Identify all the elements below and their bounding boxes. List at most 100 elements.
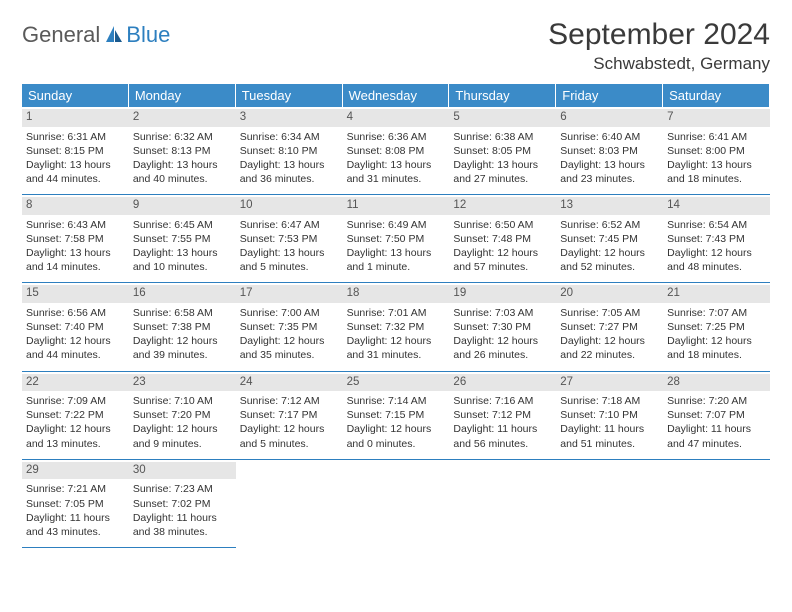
day-cell: 16Sunrise: 6:58 AMSunset: 7:38 PMDayligh… [129,283,236,371]
day-daylight2: and 0 minutes. [347,437,446,451]
day-sunrise: Sunrise: 6:38 AM [453,130,552,144]
day-number: 16 [129,285,236,303]
day-header: Wednesday [343,84,450,107]
day-cell: 6Sunrise: 6:40 AMSunset: 8:03 PMDaylight… [556,107,663,195]
day-sunset: Sunset: 7:20 PM [133,408,232,422]
day-sunrise: Sunrise: 7:18 AM [560,394,659,408]
day-daylight2: and 48 minutes. [667,260,766,274]
day-daylight1: Daylight: 13 hours [560,158,659,172]
day-cell: 1Sunrise: 6:31 AMSunset: 8:15 PMDaylight… [22,107,129,195]
day-daylight2: and 56 minutes. [453,437,552,451]
day-daylight1: Daylight: 11 hours [667,422,766,436]
day-number: 17 [236,285,343,303]
day-sunset: Sunset: 8:03 PM [560,144,659,158]
logo-sail-icon [104,24,124,44]
day-daylight1: Daylight: 12 hours [26,422,125,436]
day-cell: 14Sunrise: 6:54 AMSunset: 7:43 PMDayligh… [663,195,770,283]
day-cell: 19Sunrise: 7:03 AMSunset: 7:30 PMDayligh… [449,283,556,371]
day-number: 24 [236,374,343,392]
day-daylight1: Daylight: 13 hours [453,158,552,172]
day-sunrise: Sunrise: 7:09 AM [26,394,125,408]
day-daylight1: Daylight: 13 hours [133,158,232,172]
day-sunset: Sunset: 7:35 PM [240,320,339,334]
day-number: 15 [22,285,129,303]
day-number: 26 [449,374,556,392]
day-sunset: Sunset: 7:15 PM [347,408,446,422]
empty-cell [343,460,450,548]
day-number: 10 [236,197,343,215]
day-cell: 27Sunrise: 7:18 AMSunset: 7:10 PMDayligh… [556,372,663,460]
day-number: 11 [343,197,450,215]
day-sunrise: Sunrise: 7:14 AM [347,394,446,408]
day-sunrise: Sunrise: 6:41 AM [667,130,766,144]
day-sunrise: Sunrise: 6:36 AM [347,130,446,144]
day-sunrise: Sunrise: 6:54 AM [667,218,766,232]
day-number: 8 [22,197,129,215]
day-daylight1: Daylight: 13 hours [667,158,766,172]
day-daylight1: Daylight: 13 hours [347,246,446,260]
day-cell: 21Sunrise: 7:07 AMSunset: 7:25 PMDayligh… [663,283,770,371]
day-sunset: Sunset: 7:17 PM [240,408,339,422]
day-number: 12 [449,197,556,215]
day-sunset: Sunset: 7:55 PM [133,232,232,246]
day-daylight2: and 43 minutes. [26,525,125,539]
day-sunset: Sunset: 7:12 PM [453,408,552,422]
day-header: Friday [556,84,663,107]
day-cell: 10Sunrise: 6:47 AMSunset: 7:53 PMDayligh… [236,195,343,283]
day-daylight2: and 35 minutes. [240,348,339,362]
empty-cell [556,460,663,548]
day-sunset: Sunset: 8:08 PM [347,144,446,158]
logo: General Blue [22,22,170,48]
day-sunset: Sunset: 7:22 PM [26,408,125,422]
day-sunrise: Sunrise: 7:07 AM [667,306,766,320]
day-daylight1: Daylight: 12 hours [453,246,552,260]
day-daylight1: Daylight: 13 hours [240,246,339,260]
month-title: September 2024 [548,18,770,52]
day-header: Tuesday [236,84,343,107]
day-cell: 2Sunrise: 6:32 AMSunset: 8:13 PMDaylight… [129,107,236,195]
day-sunset: Sunset: 7:58 PM [26,232,125,246]
day-number: 13 [556,197,663,215]
day-daylight1: Daylight: 11 hours [453,422,552,436]
empty-cell [236,460,343,548]
day-daylight2: and 9 minutes. [133,437,232,451]
day-daylight2: and 52 minutes. [560,260,659,274]
day-number: 2 [129,109,236,127]
day-sunset: Sunset: 7:38 PM [133,320,232,334]
day-number: 6 [556,109,663,127]
day-number: 7 [663,109,770,127]
day-daylight2: and 14 minutes. [26,260,125,274]
logo-text-blue: Blue [126,22,170,48]
day-daylight1: Daylight: 12 hours [133,334,232,348]
day-daylight2: and 38 minutes. [133,525,232,539]
day-number: 22 [22,374,129,392]
day-cell: 7Sunrise: 6:41 AMSunset: 8:00 PMDaylight… [663,107,770,195]
day-number: 29 [22,462,129,480]
day-daylight2: and 57 minutes. [453,260,552,274]
day-sunset: Sunset: 7:07 PM [667,408,766,422]
day-sunrise: Sunrise: 7:10 AM [133,394,232,408]
day-sunrise: Sunrise: 6:56 AM [26,306,125,320]
day-cell: 4Sunrise: 6:36 AMSunset: 8:08 PMDaylight… [343,107,450,195]
day-daylight1: Daylight: 12 hours [240,422,339,436]
day-sunrise: Sunrise: 6:52 AM [560,218,659,232]
logo-text-general: General [22,22,100,48]
day-sunrise: Sunrise: 7:23 AM [133,482,232,496]
day-header: Thursday [449,84,556,107]
day-sunrise: Sunrise: 6:50 AM [453,218,552,232]
day-cell: 23Sunrise: 7:10 AMSunset: 7:20 PMDayligh… [129,372,236,460]
day-daylight1: Daylight: 12 hours [453,334,552,348]
day-sunrise: Sunrise: 7:20 AM [667,394,766,408]
day-sunset: Sunset: 7:05 PM [26,497,125,511]
day-number: 5 [449,109,556,127]
day-daylight2: and 10 minutes. [133,260,232,274]
day-daylight2: and 51 minutes. [560,437,659,451]
day-sunrise: Sunrise: 7:00 AM [240,306,339,320]
day-daylight2: and 26 minutes. [453,348,552,362]
day-daylight2: and 1 minute. [347,260,446,274]
day-number: 23 [129,374,236,392]
day-daylight2: and 31 minutes. [347,348,446,362]
day-daylight1: Daylight: 12 hours [240,334,339,348]
day-daylight1: Daylight: 13 hours [26,158,125,172]
day-number: 9 [129,197,236,215]
